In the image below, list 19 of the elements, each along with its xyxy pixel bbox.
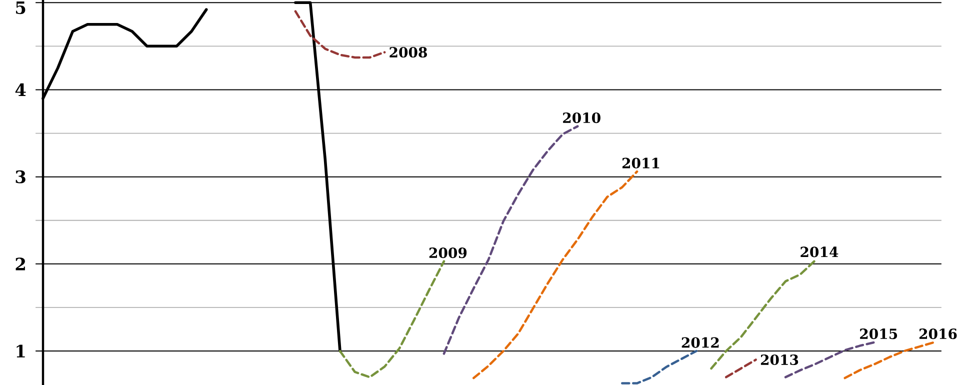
y-tick-label: 4 [15,83,26,96]
line-series [621,350,698,384]
line-series [294,10,386,59]
line-series [472,170,638,380]
series-label: 2016 [919,328,957,340]
line-series [338,260,446,378]
series-label: 2011 [622,158,660,168]
y-tick-label: 2 [16,258,25,270]
series-label: 2014 [800,246,838,258]
line-series [844,341,936,380]
series-label: 2012 [682,337,719,348]
series-label: 2008 [390,46,427,58]
y-tick-label: 3 [16,170,26,184]
y-tick-label: 5 [16,1,26,14]
series-label: 2009 [429,248,467,258]
series-label: 2010 [563,112,600,124]
y-tick-label: 1 [16,344,25,358]
series-label: 2015 [860,328,898,340]
series-label: 2013 [760,354,798,366]
